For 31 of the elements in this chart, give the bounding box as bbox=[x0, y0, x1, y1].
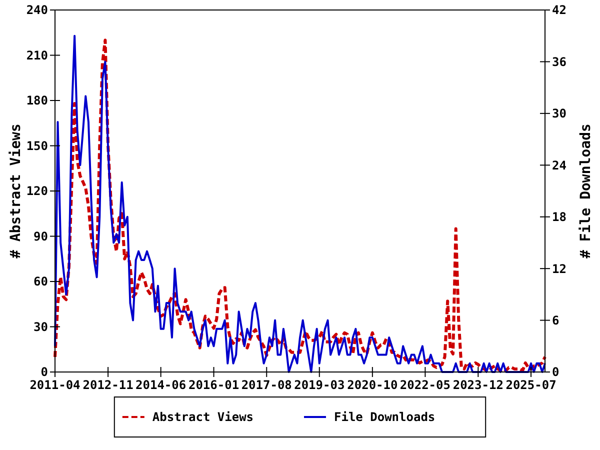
y2-tick-label: 42 bbox=[552, 3, 566, 18]
y-tick-label: 0 bbox=[40, 365, 48, 380]
y2-tick-label: 12 bbox=[552, 262, 566, 276]
y-tick-label: 30 bbox=[34, 320, 48, 334]
y-tick-label: 120 bbox=[26, 184, 48, 198]
y-tick-label: 180 bbox=[26, 94, 48, 108]
x-tick-label: 2020-10 bbox=[347, 378, 398, 392]
y-tick-label: 90 bbox=[34, 229, 48, 244]
y-tick-label: 240 bbox=[26, 3, 48, 18]
y2-tick-label: 0 bbox=[552, 365, 560, 380]
x-tick-label: 2016-01 bbox=[188, 378, 240, 392]
x-tick-label: 2023-12 bbox=[452, 378, 504, 392]
y-axis-title: # Abstract Views bbox=[8, 124, 24, 258]
x-tick-label: 2017-08 bbox=[241, 378, 292, 392]
x-tick-label: 2019-03 bbox=[294, 378, 345, 392]
y-tick-label: 210 bbox=[26, 48, 48, 62]
y2-tick-label: 6 bbox=[552, 313, 560, 328]
x-tick-label: 2014-06 bbox=[136, 378, 186, 392]
y2-tick-label: 18 bbox=[552, 210, 566, 224]
y-tick-label: 150 bbox=[26, 138, 48, 153]
y2-axis-title: # File Downloads bbox=[578, 124, 594, 258]
y2-tick-label: 24 bbox=[552, 158, 566, 172]
y2-tick-label: 30 bbox=[552, 106, 566, 121]
y-tick-label: 60 bbox=[34, 274, 48, 289]
y2-tick-label: 36 bbox=[552, 54, 566, 69]
x-tick-label: 2022-05 bbox=[400, 378, 450, 392]
legend-label: File Downloads bbox=[334, 410, 436, 424]
x-tick-label: 2012-11 bbox=[82, 378, 134, 392]
x-tick-label: 2011-04 bbox=[30, 378, 80, 392]
x-tick-label: 2025-07 bbox=[506, 378, 556, 392]
legend-label: Abstract Views bbox=[152, 410, 254, 424]
